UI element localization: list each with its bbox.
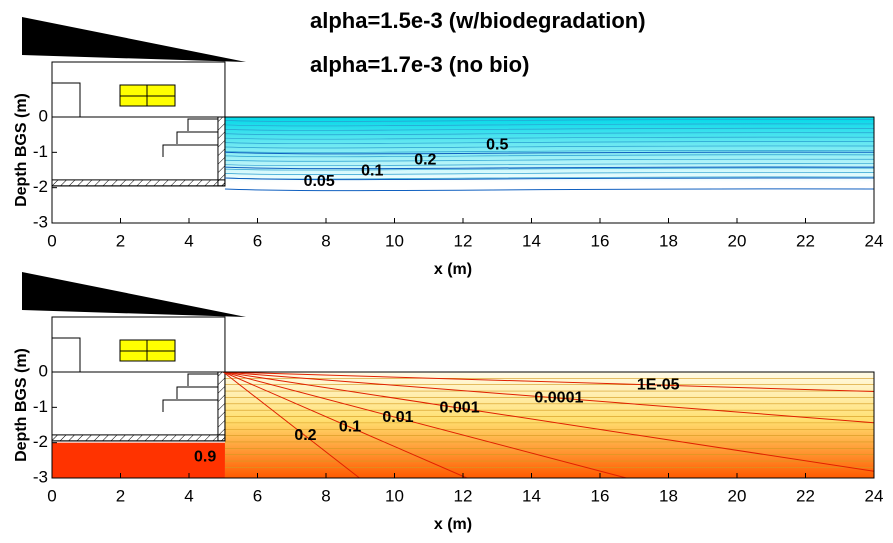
y-tick-label: -2 bbox=[33, 432, 48, 451]
contour-label: 0.05 bbox=[304, 173, 335, 190]
basement bbox=[51, 371, 226, 442]
y-tick-label: -3 bbox=[33, 212, 48, 231]
annotation: alpha=1.7e-3 (no bio) bbox=[310, 52, 529, 77]
contour-level bbox=[224, 151, 875, 155]
plume bbox=[224, 372, 874, 478]
y-axis-label: Depth BGS (m) bbox=[13, 93, 30, 207]
x-tick-label: 0 bbox=[47, 486, 56, 505]
x-tick-label: 2 bbox=[116, 231, 125, 250]
stairs bbox=[176, 131, 218, 144]
contour-level bbox=[224, 166, 875, 170]
contour-line bbox=[224, 158, 875, 162]
door bbox=[51, 337, 81, 373]
contour-line bbox=[224, 167, 875, 171]
x-tick-label: 10 bbox=[385, 231, 404, 250]
contour-line bbox=[224, 172, 875, 175]
contour-line bbox=[224, 132, 875, 136]
x-axis-label: x (m) bbox=[434, 261, 472, 278]
basement bbox=[51, 116, 226, 187]
x-tick-label: 12 bbox=[454, 486, 473, 505]
x-tick-label: 4 bbox=[184, 486, 193, 505]
hatch-floor bbox=[51, 434, 226, 442]
x-tick-label: 22 bbox=[796, 231, 815, 250]
x-tick-label: 20 bbox=[728, 231, 747, 250]
stairs bbox=[176, 386, 218, 399]
source bbox=[52, 442, 225, 478]
contour-label: 1E-05 bbox=[637, 376, 680, 393]
contour-level bbox=[223, 371, 875, 472]
y-tick-label: -3 bbox=[33, 467, 48, 486]
contour-label: 0.1 bbox=[339, 418, 361, 435]
x-tick-label: 22 bbox=[796, 486, 815, 505]
door bbox=[51, 82, 81, 118]
y-tick-label: -1 bbox=[33, 397, 48, 416]
stairs bbox=[187, 373, 218, 386]
x-tick-label: 18 bbox=[659, 231, 678, 250]
x-tick-label: 10 bbox=[385, 486, 404, 505]
stairs bbox=[162, 399, 218, 412]
x-tick-label: 8 bbox=[321, 231, 330, 250]
x-tick-label: 6 bbox=[253, 486, 262, 505]
contour-label: 0.1 bbox=[361, 162, 383, 179]
x-tick-label: 14 bbox=[522, 486, 541, 505]
x-tick-label: 2 bbox=[116, 486, 125, 505]
contour-label: 0.001 bbox=[440, 399, 480, 416]
roof bbox=[22, 272, 246, 317]
contour-line bbox=[224, 136, 875, 140]
hatch-wall bbox=[217, 116, 226, 187]
contour-line bbox=[224, 145, 875, 149]
y-tick-label: 0 bbox=[39, 106, 48, 125]
roof bbox=[22, 17, 246, 62]
y-tick-label: -2 bbox=[33, 177, 48, 196]
contour-label: 0.9 bbox=[194, 448, 216, 465]
x-tick-label: 14 bbox=[522, 231, 541, 250]
contour-level bbox=[222, 371, 360, 479]
x-axis-label: x (m) bbox=[434, 516, 472, 533]
contour-line bbox=[224, 119, 875, 122]
contour-line bbox=[224, 141, 875, 144]
contour-level bbox=[224, 177, 875, 181]
contour-level bbox=[223, 371, 875, 393]
x-tick-label: 20 bbox=[728, 486, 747, 505]
contour-level bbox=[224, 188, 875, 192]
contour-label: 0.5 bbox=[486, 136, 508, 153]
plume bbox=[224, 117, 874, 183]
contour-line bbox=[224, 127, 875, 131]
contour-line bbox=[224, 149, 875, 153]
x-tick-label: 18 bbox=[659, 486, 678, 505]
x-tick-label: 8 bbox=[321, 486, 330, 505]
contour-label: 0.01 bbox=[382, 409, 413, 426]
contour-line bbox=[224, 163, 875, 167]
contour-level bbox=[223, 371, 875, 424]
hatch-floor bbox=[51, 179, 226, 187]
contour-line bbox=[224, 123, 875, 127]
contour-label: 0.2 bbox=[294, 427, 316, 444]
x-tick-label: 6 bbox=[253, 231, 262, 250]
x-tick-label: 4 bbox=[184, 231, 193, 250]
hatch-wall bbox=[217, 371, 226, 442]
x-tick-label: 16 bbox=[591, 486, 610, 505]
x-tick-label: 16 bbox=[591, 231, 610, 250]
stairs bbox=[187, 118, 218, 131]
x-tick-label: 24 bbox=[865, 231, 884, 250]
y-axis-label: Depth BGS (m) bbox=[13, 348, 30, 462]
x-tick-label: 12 bbox=[454, 231, 473, 250]
contour-line bbox=[224, 154, 875, 158]
stairs bbox=[162, 144, 218, 157]
contour-level bbox=[223, 371, 468, 479]
y-tick-label: -1 bbox=[33, 142, 48, 161]
contour-label: 0.0001 bbox=[534, 389, 583, 406]
contour-level bbox=[223, 371, 627, 479]
annotation: alpha=1.5e-3 (w/biodegradation) bbox=[310, 8, 646, 33]
x-tick-label: 24 bbox=[865, 486, 884, 505]
y-tick-label: 0 bbox=[39, 361, 48, 380]
contour-label: 0.2 bbox=[414, 151, 436, 168]
x-tick-label: 0 bbox=[47, 231, 56, 250]
